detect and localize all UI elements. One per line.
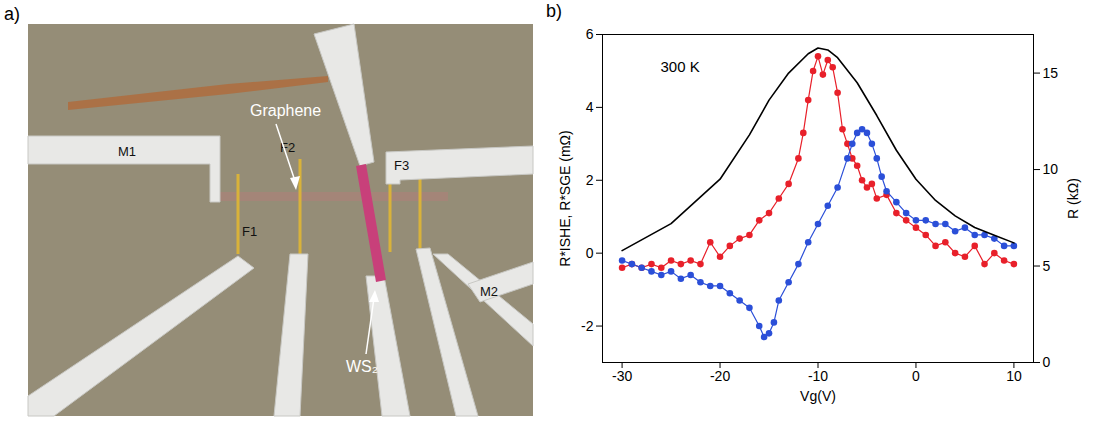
svg-text:0: 0 (912, 368, 920, 384)
svg-text:0: 0 (586, 245, 594, 261)
svg-text:0: 0 (1043, 354, 1051, 370)
svg-text:R (kΩ): R (kΩ) (1065, 178, 1081, 219)
svg-text:WS₂: WS₂ (346, 358, 378, 375)
svg-text:M2: M2 (480, 284, 498, 299)
html-text:b): b) (546, 1, 562, 21)
svg-text:-10: -10 (808, 368, 828, 384)
svg-text:F3: F3 (394, 158, 409, 173)
svg-text:Vg(V): Vg(V) (800, 388, 836, 404)
svg-text:M1: M1 (118, 144, 136, 159)
svg-text:15: 15 (1043, 65, 1059, 81)
svg-text:300 K: 300 K (660, 58, 699, 75)
svg-text:R*ISHE, R*SGE (mΩ): R*ISHE, R*SGE (mΩ) (557, 130, 573, 266)
svg-text:-30: -30 (612, 368, 632, 384)
svg-text:5: 5 (1043, 258, 1051, 274)
svg-text:F1: F1 (242, 224, 257, 239)
svg-text:-2: -2 (581, 318, 594, 334)
svg-text:6: 6 (586, 26, 594, 42)
svg-text:Graphene: Graphene (250, 102, 321, 119)
svg-text:-20: -20 (710, 368, 730, 384)
svg-text:4: 4 (586, 99, 594, 115)
svg-text:2: 2 (586, 172, 594, 188)
svg-text:10: 10 (1006, 368, 1022, 384)
svg-text:a): a) (4, 4, 20, 24)
svg-text:10: 10 (1043, 161, 1059, 177)
svg-text:F2: F2 (280, 140, 296, 155)
